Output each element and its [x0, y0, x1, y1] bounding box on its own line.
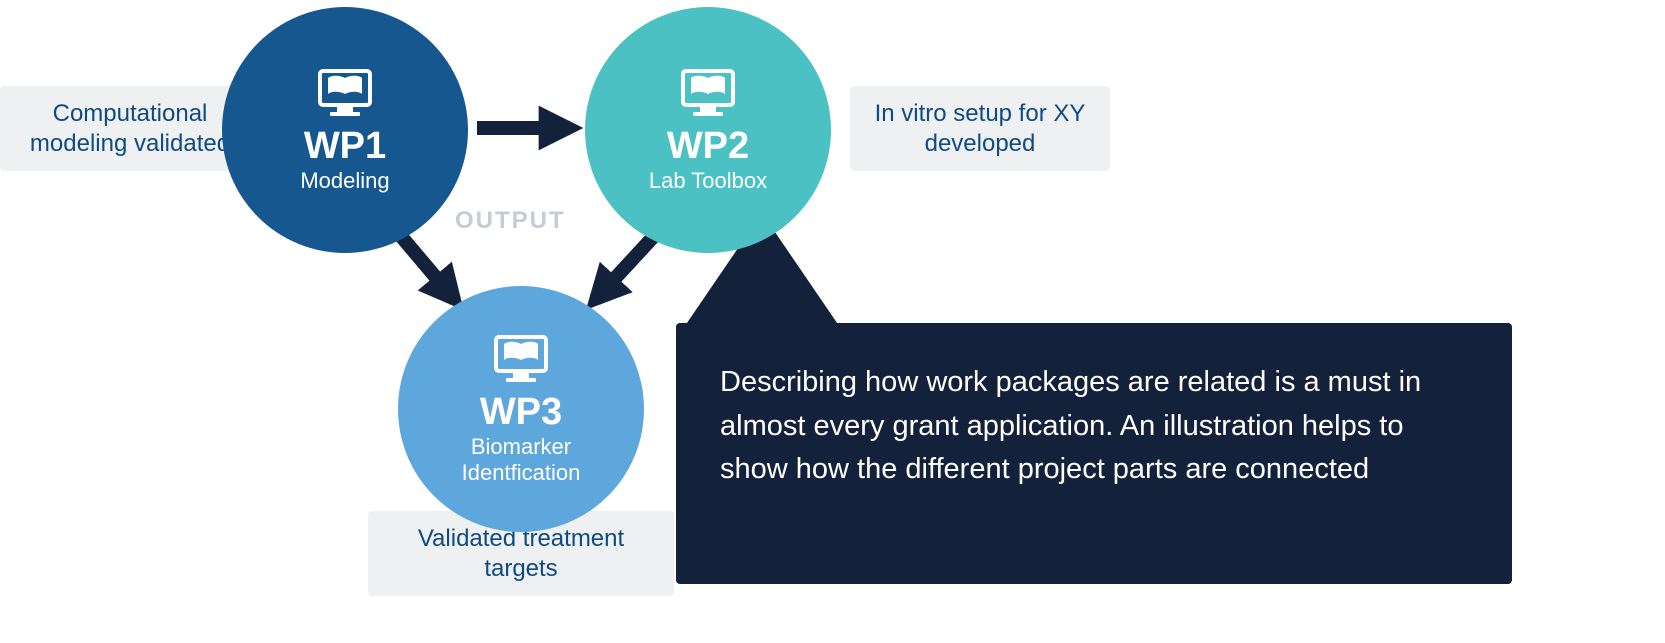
computer-book-icon [314, 67, 376, 119]
wp2-title: WP2 [667, 125, 749, 168]
wp2-subtitle: Lab Toolbox [649, 168, 767, 193]
computer-book-icon [677, 67, 739, 119]
arrow-wp2-wp3 [595, 235, 655, 300]
wp3-node: WP3 Biomarker Identfication [398, 286, 644, 532]
wp3-subtitle: Biomarker Identfication [423, 434, 620, 485]
callout-text: Describing how work packages are related… [720, 366, 1421, 485]
wp1-subtitle: Modeling [300, 168, 389, 193]
arrow-wp1-wp3 [400, 235, 455, 300]
wp1-output-label: Computational modeling validated [0, 86, 260, 171]
computer-book-icon [490, 333, 552, 385]
wp2-node: WP2 Lab Toolbox [585, 7, 831, 253]
wp1-output-text: Computational modeling validated [14, 99, 246, 159]
wp1-title: WP1 [304, 125, 386, 168]
diagram-stage: Computational modeling validated In vitr… [0, 0, 1665, 643]
wp3-title: WP3 [480, 391, 562, 434]
output-label: OUTPUT [455, 207, 566, 235]
wp2-output-text: In vitro setup for XY developed [864, 99, 1096, 159]
wp3-output-text: Validated treatment targets [382, 524, 660, 584]
wp1-node: WP1 Modeling [222, 7, 468, 253]
callout-box: Describing how work packages are related… [676, 323, 1512, 584]
wp2-output-label: In vitro setup for XY developed [850, 86, 1110, 171]
